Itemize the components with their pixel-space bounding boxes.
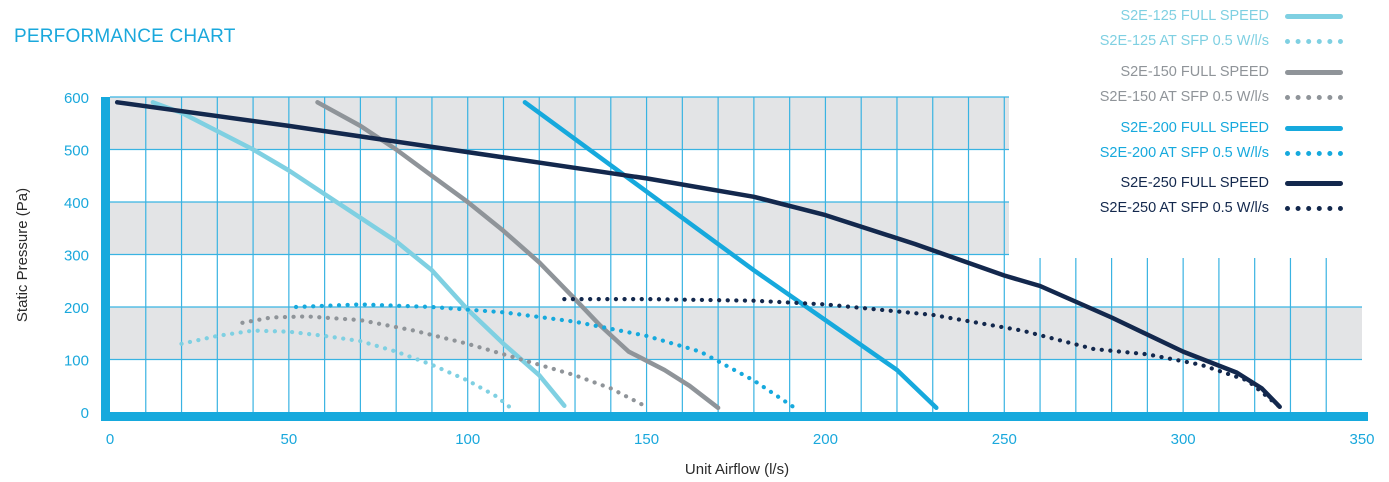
legend-swatch-dotted	[1285, 94, 1343, 100]
chart-title: PERFORMANCE CHART	[14, 26, 236, 47]
x-tick-label: 300	[1171, 431, 1196, 448]
series-line	[240, 314, 649, 409]
y-tick-label: 500	[64, 143, 89, 160]
legend-label: S2E-125 FULL SPEED	[1120, 8, 1269, 24]
legend-label: S2E-250 FULL SPEED	[1120, 175, 1269, 191]
y-axis-label: Static Pressure (Pa)	[14, 188, 31, 322]
series-line	[114, 100, 1282, 410]
y-axis	[101, 97, 110, 421]
series-line	[315, 100, 721, 411]
legend-item: S2E-125 AT SFP 0.5 W/l/s	[1100, 30, 1389, 52]
grid-band	[110, 307, 1362, 360]
legend-item: S2E-200 FULL SPEED	[1120, 117, 1389, 139]
legend-label: S2E-125 AT SFP 0.5 W/l/s	[1099, 33, 1269, 49]
legend-swatch-solid	[1285, 125, 1343, 131]
legend-swatch-dotted	[1285, 38, 1343, 44]
x-tick-label: 100	[455, 431, 480, 448]
series-line	[179, 328, 513, 410]
x-tick-label: 0	[106, 431, 114, 448]
series-line	[522, 100, 939, 411]
legend-item: S2E-150 AT SFP 0.5 W/l/s	[1100, 86, 1389, 108]
y-tick-label: 600	[64, 90, 89, 107]
series-lines	[114, 100, 1282, 411]
x-axis	[101, 412, 1368, 421]
x-tick-label: 50	[281, 431, 298, 448]
y-tick-label: 300	[64, 248, 89, 265]
legend-swatch-dotted	[1285, 150, 1343, 156]
y-tick-label: 200	[64, 300, 89, 317]
legend-label: S2E-150 AT SFP 0.5 W/l/s	[1099, 89, 1269, 105]
legend-item: S2E-125 FULL SPEED	[1120, 5, 1389, 27]
axes	[101, 97, 1368, 421]
x-axis-label: Unit Airflow (l/s)	[685, 461, 789, 478]
legend-label: S2E-200 AT SFP 0.5 W/l/s	[1099, 145, 1269, 161]
x-tick-label: 350	[1349, 431, 1374, 448]
y-tick-label: 400	[64, 195, 89, 212]
legend: S2E-125 FULL SPEED S2E-125 AT SFP 0.5 W/…	[1009, 0, 1389, 258]
tick-labels: 0 50 100 150 200 250 300 350 0 100 200 300 400 500 600	[64, 90, 1375, 448]
legend-swatch-solid	[1285, 69, 1343, 75]
legend-label: S2E-150 FULL SPEED	[1120, 64, 1269, 80]
legend-item: S2E-150 FULL SPEED	[1120, 61, 1389, 83]
series-line	[562, 297, 1282, 409]
series-line	[150, 100, 567, 408]
legend-swatch-dotted	[1285, 205, 1343, 211]
legend-swatch-solid	[1285, 180, 1343, 186]
y-tick-label: 100	[64, 353, 89, 370]
legend-swatch-solid	[1285, 13, 1343, 19]
x-tick-label: 150	[634, 431, 659, 448]
legend-label: S2E-250 AT SFP 0.5 W/l/s	[1099, 200, 1269, 216]
x-tick-label: 250	[992, 431, 1017, 448]
legend-label: S2E-200 FULL SPEED	[1120, 120, 1269, 136]
x-tick-label: 200	[813, 431, 838, 448]
y-tick-label: 0	[81, 405, 89, 422]
legend-item: S2E-200 AT SFP 0.5 W/l/s	[1100, 142, 1389, 164]
legend-item: S2E-250 AT SFP 0.5 W/l/s	[1100, 197, 1389, 219]
legend-item: S2E-250 FULL SPEED	[1120, 172, 1389, 194]
